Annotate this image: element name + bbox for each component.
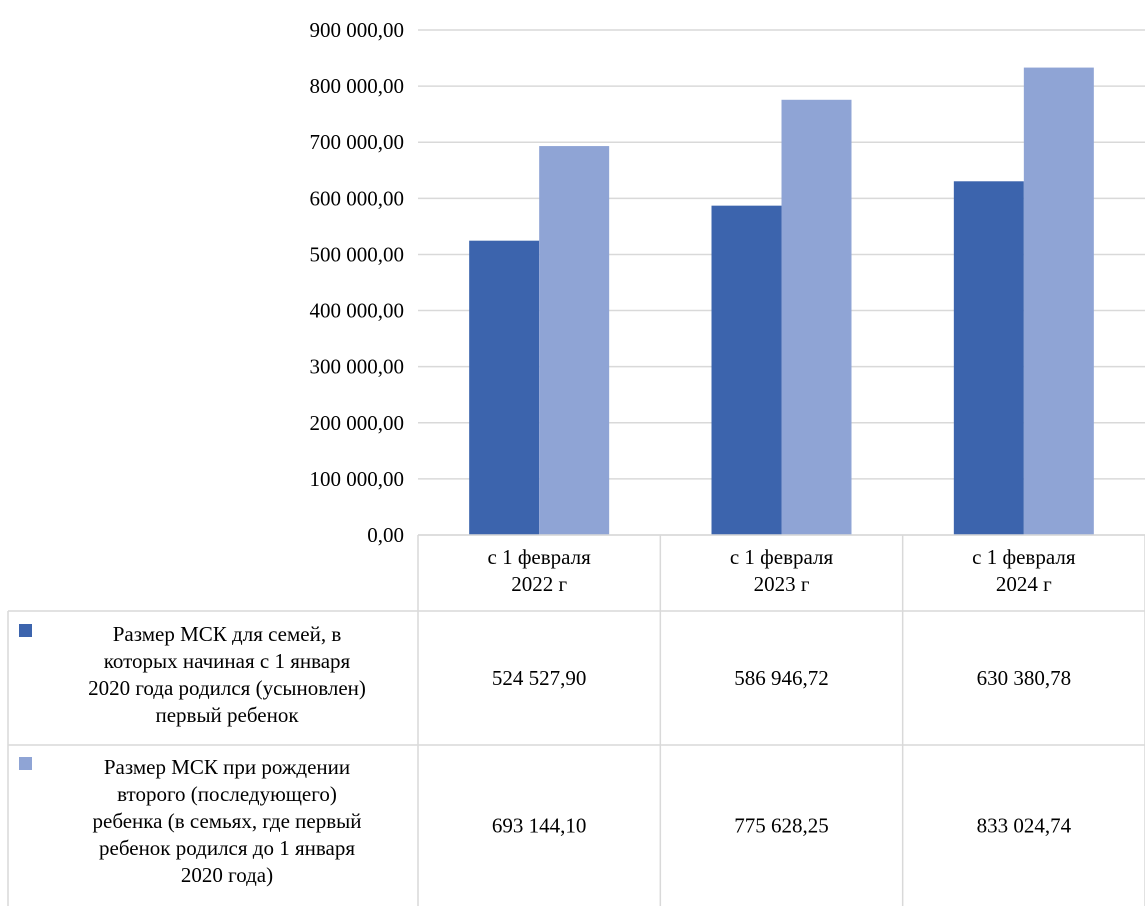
bar-series-1 <box>711 205 782 536</box>
data-value-label: 586 946,72 <box>734 666 829 690</box>
bar-series-2 <box>539 146 610 535</box>
category-label: с 1 февраля 2023 г <box>730 545 834 596</box>
y-tick-label: 200 000,00 <box>310 411 405 435</box>
bar-series-1 <box>953 181 1024 535</box>
data-value-label: 775 628,25 <box>734 814 829 838</box>
y-tick-label: 400 000,00 <box>310 299 405 323</box>
y-tick-label: 900 000,00 <box>310 18 405 42</box>
data-value-label: 524 527,90 <box>492 666 587 690</box>
y-tick-label: 600 000,00 <box>310 186 405 210</box>
y-axis-tick-labels: 0,00 100 000,00 200 000,00 300 000,00 400 00… <box>310 18 405 547</box>
bar-series-1 <box>469 240 540 535</box>
bar-series-2 <box>1023 67 1094 535</box>
y-tick-label: 700 000,00 <box>310 130 405 154</box>
category-label: с 1 февраля 2024 г <box>972 545 1076 596</box>
legend-key-series-2 <box>19 757 32 770</box>
y-tick-label: 100 000,00 <box>310 467 405 491</box>
data-value-label: 833 024,74 <box>977 814 1072 838</box>
data-value-label: 630 380,78 <box>977 666 1072 690</box>
data-table: с 1 февраля 2022 г с 1 февраля 2023 г с 1 фе… <box>7 534 1145 906</box>
legend-label-series-2: Размер МСК при рождении второго (последую… <box>93 755 362 887</box>
bars <box>469 67 1094 536</box>
category-label: с 1 февраля 2022 г <box>488 545 592 596</box>
y-tick-label: 500 000,00 <box>310 242 405 266</box>
bar-series-2 <box>781 99 852 535</box>
data-value-label: 693 144,10 <box>492 814 587 838</box>
legend-key-series-1 <box>19 624 32 637</box>
y-tick-label: 800 000,00 <box>310 74 405 98</box>
legend-label-series-1: Размер МСК для семей, в которых начиная с… <box>88 622 366 727</box>
y-tick-label: 0,00 <box>367 523 404 547</box>
y-tick-label: 300 000,00 <box>310 355 405 379</box>
